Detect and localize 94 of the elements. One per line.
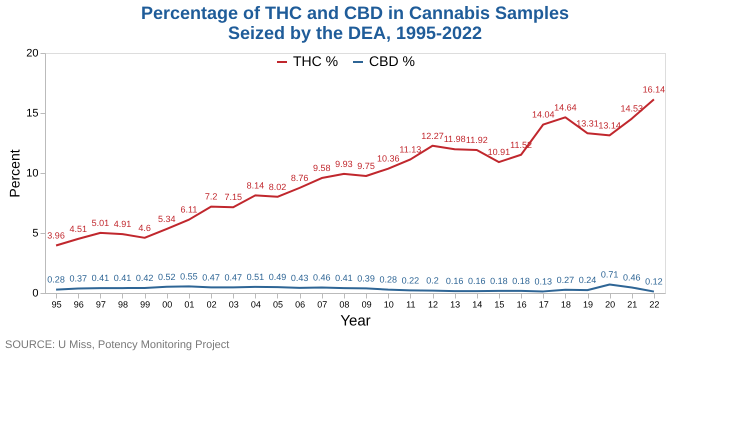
data-label: 7.2 <box>204 192 218 202</box>
x-tick-label: 11 <box>406 300 416 310</box>
data-label: 9.58 <box>313 163 331 174</box>
data-label: 0.52 <box>158 272 176 282</box>
x-tick-label: 14 <box>472 300 482 310</box>
data-label: 14.64 <box>554 102 577 112</box>
data-label: 12.27 <box>421 130 444 141</box>
data-label: 13.14 <box>598 120 621 130</box>
data-label: 0.13 <box>534 276 552 286</box>
x-tick-label: 17 <box>538 300 549 310</box>
x-tick-label: 08 <box>339 300 350 310</box>
data-label: 9.75 <box>357 161 375 171</box>
data-label: 0.43 <box>290 272 308 283</box>
data-label: 13.31 <box>576 118 599 128</box>
x-tick-label: 00 <box>162 300 172 310</box>
source-note: SOURCE: U Miss, Potency Monitoring Project <box>5 339 230 351</box>
data-label: 0.28 <box>379 274 397 285</box>
y-tick-label: 10 <box>26 168 38 180</box>
x-tick-label: 99 <box>140 300 150 310</box>
x-tick-label: 18 <box>560 300 571 310</box>
data-label: 11.13 <box>399 144 422 154</box>
line-series <box>55 283 655 293</box>
x-tick-label: 15 <box>494 300 504 310</box>
data-label: 4.51 <box>69 224 87 234</box>
chart-title: Percentage of THC and CBD in Cannabis Samples Seized by the DEA, 1995-2022 <box>140 3 570 43</box>
x-tick-label: 98 <box>118 300 128 310</box>
data-label: 10.36 <box>376 154 400 164</box>
x-tick-label: 09 <box>362 300 372 310</box>
data-label: 0.27 <box>556 274 574 285</box>
data-label: 0.12 <box>645 276 663 287</box>
data-label: 0.46 <box>623 272 641 282</box>
data-label: 0.39 <box>357 273 375 284</box>
x-tick-label: 10 <box>384 300 394 310</box>
data-label: 8.76 <box>290 172 308 183</box>
x-tick-label: 96 <box>74 300 84 310</box>
data-label: 5.01 <box>92 218 110 228</box>
data-label: 3.96 <box>47 230 65 240</box>
data-label: 5.34 <box>158 214 176 224</box>
data-label: 0.41 <box>335 273 353 284</box>
data-label: 0.18 <box>490 276 508 286</box>
data-label: 10.91 <box>488 147 510 158</box>
data-label: 0.18 <box>512 276 530 286</box>
y-axis-title: Percent <box>6 149 22 198</box>
x-tick-label: 01 <box>184 300 194 310</box>
data-label: 0.41 <box>114 273 132 284</box>
x-tick-label: 22 <box>649 300 660 310</box>
data-label: 4.91 <box>114 219 132 230</box>
data-label: 0.47 <box>224 272 242 282</box>
x-tick-label: 06 <box>295 300 306 310</box>
data-label: 8.02 <box>268 182 286 192</box>
legend-label: THC % <box>293 53 338 69</box>
data-label: 0.51 <box>246 272 264 282</box>
data-label: 14.04 <box>532 110 554 120</box>
legend-label: CBD % <box>369 53 415 69</box>
data-label: 0.55 <box>180 271 198 282</box>
data-label: 0.28 <box>47 274 65 285</box>
data-label: 0.24 <box>578 275 596 286</box>
x-tick-label: 03 <box>228 300 239 310</box>
data-label: 0.16 <box>468 276 486 286</box>
data-label: 6.11 <box>180 204 198 215</box>
data-label: 0.71 <box>600 269 618 280</box>
x-tick-label: 20 <box>605 300 616 310</box>
data-label: 0.2 <box>426 276 439 286</box>
x-tick-label: 12 <box>428 300 438 310</box>
data-label: 8.14 <box>246 180 264 190</box>
data-label: 7.15 <box>224 192 242 202</box>
data-label: 0.47 <box>202 272 220 282</box>
x-tick-label: 16 <box>516 300 527 310</box>
data-label: 0.42 <box>136 272 154 283</box>
x-tick-label: 95 <box>52 300 62 310</box>
x-axis-title: Year <box>340 312 371 330</box>
data-label: 16.14 <box>642 84 666 94</box>
x-tick-label: 04 <box>250 300 261 310</box>
data-label: 11.92 <box>466 134 488 145</box>
x-tick-label: 19 <box>582 300 594 310</box>
y-tick-label: 5 <box>32 228 38 240</box>
data-label: 0.49 <box>268 272 286 282</box>
x-tick-label: 07 <box>317 300 328 310</box>
y-tick-label: 20 <box>26 48 38 60</box>
data-label: 0.46 <box>313 272 331 282</box>
data-label: 0.41 <box>92 273 110 284</box>
y-tick-label: 15 <box>26 108 38 120</box>
x-tick-label: 02 <box>206 300 217 310</box>
data-label: 0.16 <box>446 276 464 286</box>
x-tick-label: 97 <box>96 300 106 310</box>
data-label: 0.22 <box>402 275 420 286</box>
data-label: 9.93 <box>335 158 353 169</box>
y-tick-label: 0 <box>32 288 38 300</box>
x-tick-label: 05 <box>272 300 284 310</box>
x-tick-label: 13 <box>450 300 460 310</box>
x-tick-label: 21 <box>627 300 638 310</box>
data-label: 4.6 <box>138 222 151 233</box>
data-label: 11.98 <box>444 134 466 144</box>
data-label: 0.37 <box>69 274 87 284</box>
